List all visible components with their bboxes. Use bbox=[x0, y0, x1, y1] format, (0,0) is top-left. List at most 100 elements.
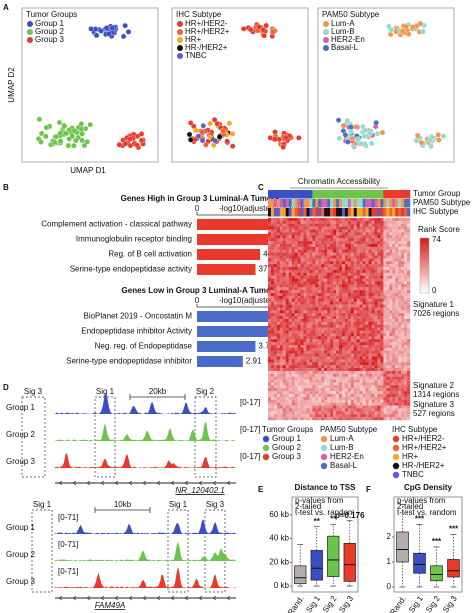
heatmap-cell bbox=[386, 324, 390, 328]
heatmap-cell bbox=[374, 229, 378, 233]
heatmap-cell bbox=[312, 417, 316, 421]
heatmap-cell bbox=[395, 238, 399, 242]
heatmap-cell bbox=[300, 232, 304, 236]
heatmap-cell bbox=[398, 249, 402, 253]
heatmap-cell bbox=[350, 347, 354, 351]
heatmap-cell bbox=[380, 376, 384, 380]
heatmap-cell bbox=[315, 394, 319, 398]
heatmap-cell bbox=[285, 414, 289, 418]
heatmap-cell bbox=[392, 243, 396, 248]
heatmap-cell bbox=[297, 278, 301, 282]
heatmap-cell bbox=[386, 258, 390, 262]
heatmap-cell bbox=[327, 223, 331, 227]
heatmap-cell bbox=[404, 235, 408, 239]
heatmap-cell bbox=[297, 379, 301, 383]
heatmap-cell bbox=[336, 382, 340, 386]
heatmap-cell bbox=[365, 353, 369, 357]
heatmap-cell bbox=[327, 350, 331, 354]
heatmap-cell bbox=[359, 353, 363, 357]
heatmap-cell bbox=[398, 327, 402, 331]
heatmap-cell bbox=[395, 405, 399, 409]
heatmap-cell bbox=[404, 336, 408, 340]
heatmap-cell bbox=[380, 301, 384, 305]
heatmap-cell bbox=[380, 414, 384, 418]
heatmap-cell bbox=[398, 350, 402, 354]
point bbox=[353, 123, 359, 130]
heatmap-cell bbox=[270, 264, 275, 268]
heatmap-cell bbox=[315, 353, 319, 357]
annotation-cell bbox=[401, 190, 405, 199]
heatmap-cell bbox=[273, 336, 278, 340]
heatmap-cell bbox=[347, 298, 352, 302]
heatmap-cell bbox=[407, 264, 411, 268]
heatmap-cell bbox=[288, 249, 292, 253]
heatmap-cell bbox=[380, 319, 384, 323]
heatmap-cell bbox=[377, 226, 381, 230]
heatmap-cell bbox=[356, 396, 360, 400]
heatmap-cell bbox=[344, 408, 349, 412]
heatmap-cell bbox=[270, 307, 275, 311]
heatmap-cell bbox=[273, 350, 278, 354]
heatmap-cell bbox=[279, 379, 283, 383]
heatmap-cell bbox=[401, 293, 405, 297]
heatmap-cell bbox=[297, 414, 301, 418]
heatmap-cell bbox=[282, 385, 286, 389]
heatmap-cell bbox=[356, 238, 360, 242]
heatmap-cell bbox=[306, 218, 310, 222]
heatmap-cell bbox=[288, 408, 292, 412]
heatmap-cell bbox=[336, 365, 340, 369]
heatmap-cell bbox=[359, 284, 363, 288]
heatmap-cell bbox=[383, 293, 387, 297]
heatmap-cell bbox=[344, 220, 349, 224]
heatmap-cell bbox=[333, 232, 337, 236]
heatmap-cell bbox=[282, 290, 286, 294]
heatmap-cell bbox=[362, 293, 366, 297]
heatmap-cell bbox=[371, 226, 375, 230]
heatmap-cell bbox=[270, 382, 275, 386]
heatmap-cell bbox=[297, 241, 301, 245]
heatmap-cell bbox=[327, 241, 331, 245]
heatmap-cell bbox=[368, 414, 372, 418]
heatmap-cell bbox=[386, 342, 390, 346]
heatmap-cell bbox=[276, 269, 281, 274]
heatmap-cell bbox=[380, 399, 384, 403]
heatmap-cell bbox=[377, 287, 381, 291]
heatmap-cell bbox=[356, 342, 360, 346]
heatmap-cell bbox=[365, 391, 369, 395]
heatmap-cell bbox=[309, 333, 313, 337]
heatmap-cell bbox=[386, 278, 390, 282]
heatmap-cell bbox=[318, 396, 322, 400]
annotation-cell bbox=[374, 190, 378, 199]
heatmap-cell bbox=[276, 414, 281, 418]
heatmap-cell bbox=[356, 385, 360, 389]
heatmap-cell bbox=[318, 261, 322, 265]
heatmap-cell bbox=[339, 218, 343, 222]
heatmap-cell bbox=[306, 324, 310, 328]
heatmap-cell bbox=[371, 255, 375, 259]
heatmap-cell bbox=[383, 290, 387, 294]
heatmap-cell bbox=[404, 379, 408, 383]
heatmap-cell bbox=[333, 241, 337, 245]
heatmap-cell bbox=[359, 379, 363, 383]
heatmap-cell bbox=[300, 295, 304, 299]
heatmap-cell bbox=[294, 336, 298, 340]
heatmap-cell bbox=[300, 246, 304, 250]
heatmap-cell bbox=[374, 307, 378, 311]
heatmap-cell bbox=[324, 293, 328, 297]
heatmap-cell bbox=[392, 220, 396, 224]
heatmap-cell bbox=[282, 287, 286, 291]
heatmap-cell bbox=[389, 319, 393, 323]
heatmap-cell bbox=[318, 220, 322, 224]
heatmap-cell bbox=[339, 316, 343, 320]
heatmap-cell bbox=[389, 235, 393, 239]
heatmap-cell bbox=[398, 246, 402, 250]
heatmap-cell bbox=[374, 405, 378, 409]
heatmap-cell bbox=[303, 405, 307, 409]
heatmap-cell bbox=[273, 226, 278, 230]
heatmap-cell bbox=[371, 241, 375, 245]
heatmap-cell bbox=[407, 342, 411, 346]
heatmap-cell bbox=[282, 229, 286, 233]
heatmap-cell bbox=[362, 298, 366, 302]
point bbox=[195, 133, 202, 139]
heatmap-cell bbox=[297, 336, 301, 340]
